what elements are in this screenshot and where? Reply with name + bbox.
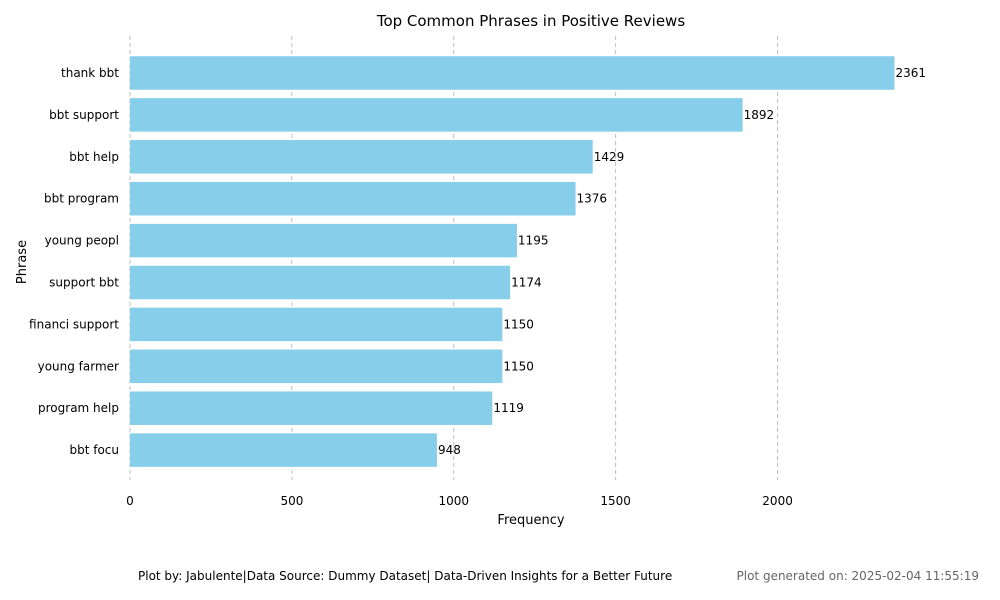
bar-value-label: 1376 xyxy=(577,192,608,206)
y-tick-label: young peopl xyxy=(45,234,119,248)
x-tick-labels: 0 500 1000 1500 2000 xyxy=(126,494,793,508)
x-tick-label: 0 xyxy=(126,494,134,508)
chart-title: Top Common Phrases in Positive Reviews xyxy=(376,12,685,30)
bar-value-label: 1119 xyxy=(493,401,524,415)
x-tick-label: 1500 xyxy=(600,494,631,508)
bar-value-label: 1150 xyxy=(503,359,534,373)
x-tick-label: 1000 xyxy=(439,494,470,508)
bar xyxy=(130,181,576,216)
y-tick-label: bbt program xyxy=(44,192,119,206)
footer-credit: Plot by: Jabulente|Data Source: Dummy Da… xyxy=(138,569,673,583)
bar xyxy=(130,140,593,174)
x-tick-label: 2000 xyxy=(762,494,793,508)
bars xyxy=(130,56,895,467)
y-tick-label: bbt focu xyxy=(69,443,119,457)
bar-value-label: 1195 xyxy=(518,234,549,248)
y-axis-label: Phrase xyxy=(15,240,30,284)
y-tick-label: bbt help xyxy=(69,150,119,164)
y-tick-label: program help xyxy=(38,401,119,415)
bar-value-label: 2361 xyxy=(895,66,926,80)
bar-value-label: 1150 xyxy=(503,317,534,331)
x-tick-label: 500 xyxy=(280,494,303,508)
bar xyxy=(130,349,503,384)
bar xyxy=(130,98,743,132)
bar-value-label: 948 xyxy=(438,443,461,457)
footer-timestamp: Plot generated on: 2025-02-04 11:55:19 xyxy=(736,569,979,583)
y-tick-label: financi support xyxy=(29,317,119,331)
data-labels: 2361 1892 1429 1376 1195 1174 1150 1150 1119 948 xyxy=(438,66,926,457)
y-tick-label: thank bbt xyxy=(61,66,119,80)
y-tick-label: bbt support xyxy=(49,108,119,122)
bar-value-label: 1174 xyxy=(511,276,542,290)
bar xyxy=(130,265,511,300)
y-tick-labels: thank bbt bbt support bbt help bbt program y… xyxy=(29,66,119,457)
bar xyxy=(130,433,437,467)
y-tick-label: support bbt xyxy=(49,276,119,290)
x-axis-label: Frequency xyxy=(497,513,564,528)
bar-value-label: 1892 xyxy=(744,108,775,122)
bar xyxy=(130,56,895,90)
bar xyxy=(130,307,503,342)
bar xyxy=(130,391,493,425)
y-tick-label: young farmer xyxy=(38,359,119,373)
bar-value-label: 1429 xyxy=(594,150,625,164)
bar xyxy=(130,223,517,258)
